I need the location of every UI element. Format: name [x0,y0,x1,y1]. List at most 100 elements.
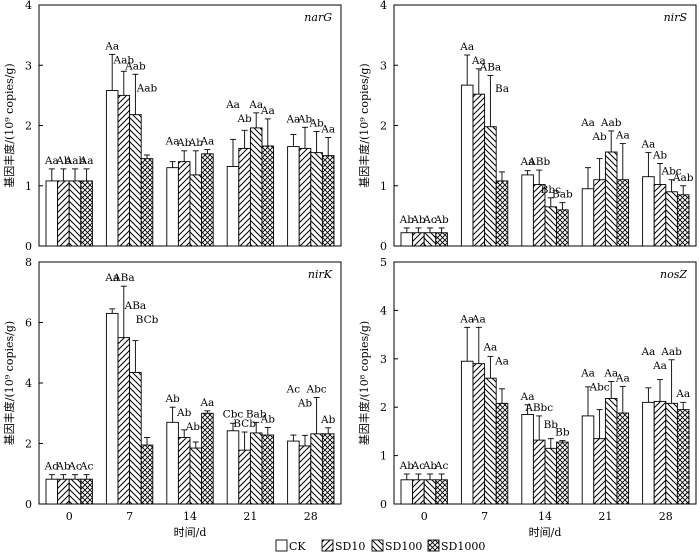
x-tick-label: 0 [66,510,73,523]
y-tick-label: 8 [25,256,32,269]
significance-label: Ac [286,384,301,396]
bar-SD1000-day-28 [676,194,690,247]
bar-SD10-day-21 [238,147,251,247]
legend-label: CK [289,540,306,553]
bar-SD100-day-28 [310,152,323,247]
y-tick-label: 2 [380,401,387,414]
significance-label: Ba [495,83,509,95]
significance-label: Aa [520,391,535,403]
significance-label: ABa [112,272,135,284]
significance-label: Aa [320,124,335,136]
bar-CK-day-21 [226,166,240,247]
bar-SD10-day-28 [298,147,312,247]
bar-CK-day-21 [581,188,595,247]
x-tick-label: 7 [126,510,133,523]
bar-SD100-day-0 [68,478,82,505]
significance-label: Bb [555,427,570,439]
bar-CK-day-14 [166,167,179,247]
bar-SD10-day-21 [238,449,251,505]
bar-SD10-day-28 [653,400,667,505]
significance-label: Aa [165,136,180,148]
bar-CK-day-28 [642,176,655,247]
significance-label: Ab [164,393,180,405]
bar-SD100-day-7 [484,126,497,247]
legend-item-CK: CK [275,539,306,553]
bar-SD1000-day-28 [321,433,335,505]
bar-SD100-day-0 [423,479,437,505]
x-tick-label: 14 [538,510,552,523]
significance-label: Aa [520,156,535,168]
bar-SD100-day-7 [129,114,142,247]
significance-label: Aa [615,130,630,142]
legend-swatch [371,539,384,552]
bar-SD1000-day-14 [201,153,214,247]
significance-label: Aa [248,99,263,111]
bar-SD10-day-7 [472,93,486,247]
bar-SD1000-day-14 [556,441,569,505]
bar-CK-day-7 [460,360,474,505]
x-tick-label: 14 [183,510,197,523]
legend-label: SD1000 [441,540,485,553]
bar-SD1000-day-21 [616,179,630,247]
legend-item-SD1000: SD1000 [427,539,485,553]
y-tick-label: 4 [380,304,387,317]
significance-label: Abc [661,166,682,178]
bar-SD100-day-14 [544,206,558,247]
bar-SD10-day-21 [593,438,606,505]
significance-label: Abc [589,382,610,394]
y-tick-label: 0 [380,498,387,511]
significance-label: Aa [225,99,240,111]
bar-SD100-day-14 [189,447,203,505]
significance-label: Aa [640,139,655,151]
significance-label: Aa [44,155,59,167]
bar-CK-day-0 [45,180,59,247]
y-tick-label: 3 [380,353,387,366]
legend-item-SD10: SD10 [321,539,365,553]
bar-CK-day-14 [166,421,179,505]
significance-label: Aa [652,360,667,372]
bar-SD10-day-21 [593,179,606,247]
bar-CK-day-0 [400,232,414,247]
bar-SD100-day-28 [310,433,323,505]
significance-label: Aab [64,155,86,167]
y-tick-label: 0 [380,240,387,253]
y-axis-label: 基因丰度/(10⁸ copies/g) [357,321,371,445]
bar-SD1000-day-0 [80,478,93,505]
bar-SD1000-day-0 [80,180,93,247]
x-tick-label: 21 [598,510,612,523]
significance-label: Ac [411,460,426,472]
legend-swatch [427,539,440,552]
bar-SD100-day-0 [423,232,437,247]
bar-SD10-day-0 [412,232,425,247]
y-tick-label: 4 [25,377,32,390]
significance-label: ABbc [524,402,553,414]
legend-label: SD100 [385,540,422,553]
bar-CK-day-28 [287,146,300,247]
significance-label: ABa [124,300,147,312]
bar-SD1000-day-0 [435,232,448,247]
significance-label: Ac [422,214,437,226]
bar-CK-day-14 [521,414,534,505]
bar-CK-day-7 [460,84,474,247]
significance-label: Abc [185,421,206,433]
bar-SD100-day-28 [665,191,678,247]
significance-label: Ab [591,131,607,143]
bar-SD100-day-21 [604,398,618,505]
bar-SD10-day-28 [653,184,667,247]
panel-title: nosZ [660,268,687,281]
bar-SD1000-day-14 [201,412,214,505]
y-tick-label: 0 [25,240,32,253]
bar-SD1000-day-21 [261,434,275,505]
significance-label: Ab [176,407,192,419]
bar-SD100-day-21 [249,127,263,247]
y-axis-label: 基因丰度/(10⁹ copies/g) [2,321,16,445]
significance-label: Ab [308,118,324,130]
significance-label: Aa [459,313,474,325]
significance-label: Ab [297,398,313,410]
bar-SD10-day-0 [57,478,70,505]
y-tick-label: 0 [25,498,32,511]
y-tick-label: 2 [380,120,387,133]
bar-CK-day-21 [581,415,595,505]
